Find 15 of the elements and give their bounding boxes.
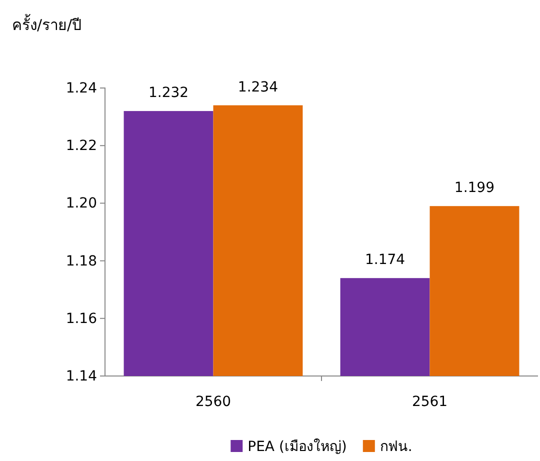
y-axis-title: ครั้ง/ราย/ปี xyxy=(12,14,82,34)
x-tick-label: 2561 xyxy=(412,394,448,410)
y-tick-label: 1.16 xyxy=(66,310,98,327)
legend-label: กฟน. xyxy=(380,439,412,455)
y-tick-label: 1.18 xyxy=(66,253,97,270)
data-label: 1.234 xyxy=(238,79,278,96)
y-tick-label: 1.24 xyxy=(66,80,98,96)
legend-label: PEA (เมืองใหญ่) xyxy=(248,438,347,455)
y-tick-label: 1.20 xyxy=(66,196,97,212)
data-label: 1.232 xyxy=(148,85,189,102)
y-tick-label: 1.22 xyxy=(66,138,97,154)
data-label: 1.174 xyxy=(364,252,406,268)
y-tick-label: 1.14 xyxy=(66,368,98,384)
data-label: 1.199 xyxy=(454,180,495,196)
x-tick-label: 2560 xyxy=(195,394,232,410)
